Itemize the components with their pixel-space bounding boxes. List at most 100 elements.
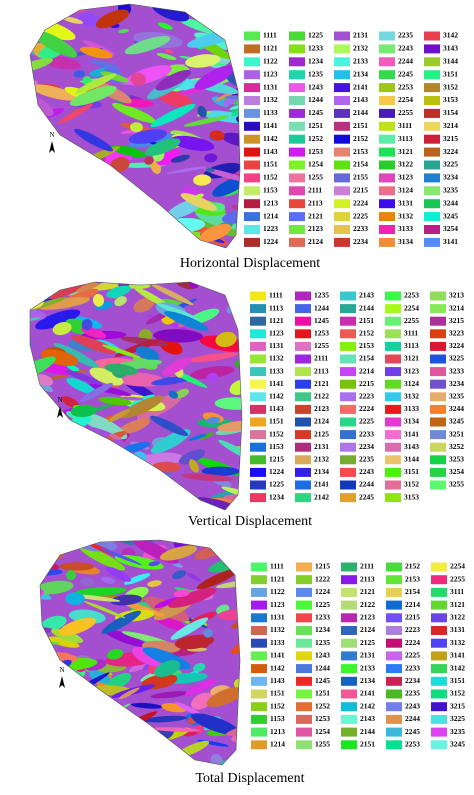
map-zone xyxy=(7,6,20,17)
legend-swatch xyxy=(295,341,311,351)
legend-label: 2113 xyxy=(308,198,323,207)
map-zone xyxy=(73,586,127,597)
legend-label: 2254 xyxy=(450,562,465,571)
map-zone xyxy=(3,740,21,752)
map-zone xyxy=(74,128,114,152)
legend-swatch xyxy=(424,173,440,183)
legend-label: 1131 xyxy=(270,613,285,622)
legend-label: 1235 xyxy=(314,291,329,300)
legend-label: 1225 xyxy=(269,480,284,489)
legend-label: 1151 xyxy=(269,417,284,426)
legend-swatch xyxy=(386,702,402,712)
legend-label: 2255 xyxy=(398,108,413,117)
map-zone xyxy=(89,367,124,386)
map-zone xyxy=(30,424,56,432)
map-zone xyxy=(124,474,172,483)
legend-label: 2245 xyxy=(405,727,420,736)
map-zone xyxy=(61,396,80,408)
legend-swatch xyxy=(296,740,312,750)
legend-swatch xyxy=(250,367,266,377)
map-zone xyxy=(136,243,148,248)
legend-label: 2243 xyxy=(359,467,374,476)
map-zone xyxy=(107,649,124,660)
map-zone xyxy=(96,746,126,752)
map-zone xyxy=(2,57,19,62)
legend-label: 3215 xyxy=(450,701,465,710)
map-zone xyxy=(131,647,164,667)
legend-label: 1141 xyxy=(270,651,285,660)
legend-swatch xyxy=(424,199,440,209)
map-zone xyxy=(3,155,31,169)
map-zone xyxy=(38,463,72,478)
legend-swatch xyxy=(296,702,312,712)
map-zone xyxy=(66,377,97,395)
map-zone xyxy=(197,432,214,441)
map-zone xyxy=(94,226,123,238)
map-zone xyxy=(142,715,188,723)
map-zone xyxy=(35,423,53,434)
legend-swatch xyxy=(386,626,402,635)
legend-swatch xyxy=(334,134,350,144)
map-zone xyxy=(221,486,242,503)
legend-swatch xyxy=(385,480,401,490)
legend-label: 2244 xyxy=(398,57,413,66)
map-zone xyxy=(40,691,59,704)
legend-label: 2253 xyxy=(405,740,420,749)
map-zone xyxy=(209,130,225,141)
map-zone xyxy=(90,60,120,70)
map-zone xyxy=(136,752,162,765)
legend-swatch xyxy=(244,225,260,234)
map-zone xyxy=(40,659,72,681)
map-zone xyxy=(30,390,44,401)
legend-swatch xyxy=(295,467,311,477)
legend-swatch xyxy=(295,329,311,339)
map-zone xyxy=(70,704,111,719)
map-zone xyxy=(140,671,158,682)
map-zone xyxy=(206,416,221,424)
map-zone xyxy=(53,738,82,747)
map-zone xyxy=(10,373,26,381)
map-zone xyxy=(40,552,48,563)
map-zone xyxy=(40,615,67,631)
legend-swatch xyxy=(295,404,311,414)
map-zone xyxy=(156,52,177,61)
legend-swatch xyxy=(341,664,357,674)
map-zone xyxy=(30,438,50,454)
legend-label: 3133 xyxy=(398,224,413,233)
legend-swatch xyxy=(379,160,395,170)
legend-label: 3153 xyxy=(404,492,419,501)
map-zone xyxy=(32,14,53,26)
map-zone xyxy=(30,477,44,492)
map-zone xyxy=(212,176,240,197)
map-zone xyxy=(0,320,15,340)
map-zone xyxy=(81,220,120,243)
map-zone xyxy=(30,155,35,169)
map-zone xyxy=(30,498,54,510)
legend-swatch xyxy=(295,379,311,389)
map-zone xyxy=(103,217,143,225)
map-zone xyxy=(151,376,191,386)
map-zone xyxy=(100,71,129,83)
map-zone xyxy=(0,194,28,227)
legend-swatch xyxy=(334,225,350,234)
legend-label: 3152 xyxy=(443,82,458,91)
legend-swatch xyxy=(430,467,446,477)
legend-swatch xyxy=(431,689,447,699)
legend-swatch xyxy=(289,108,305,118)
map-zone xyxy=(150,103,196,128)
legend-swatch xyxy=(334,70,350,80)
map-zone xyxy=(40,731,65,744)
legend-swatch xyxy=(295,291,311,301)
map-zone xyxy=(50,457,64,465)
legend-label: 3233 xyxy=(449,366,464,375)
legend-label: 2244 xyxy=(359,480,374,489)
map-zone xyxy=(241,645,252,653)
map-zone xyxy=(40,547,58,559)
map-zone xyxy=(62,16,84,24)
map-zone xyxy=(154,597,181,608)
map-zone xyxy=(69,239,110,248)
legend-label: 3111 xyxy=(398,121,412,130)
legend-label: 3134 xyxy=(398,237,413,246)
north-label: N xyxy=(49,131,54,139)
